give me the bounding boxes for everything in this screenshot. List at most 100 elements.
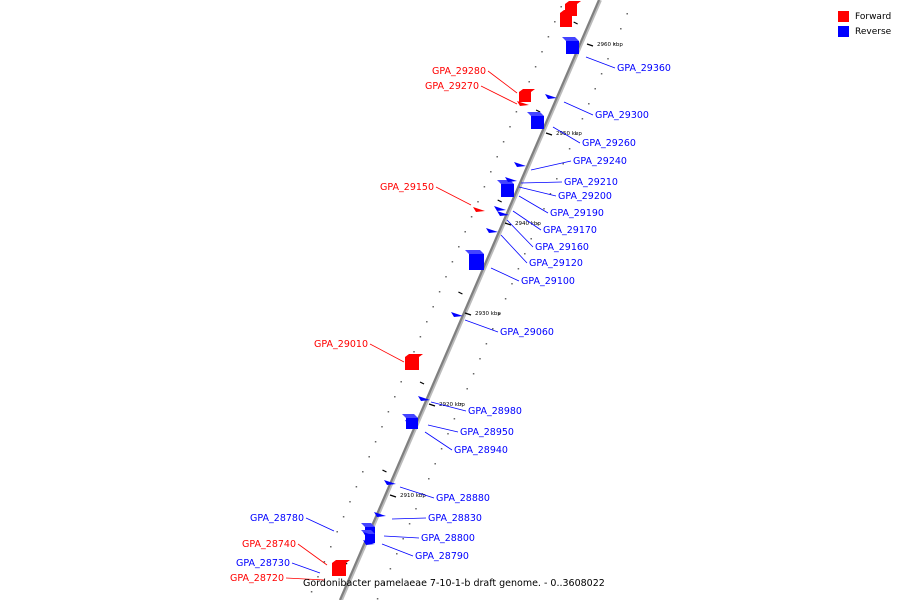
forward-feature <box>405 357 419 370</box>
track-dot <box>534 66 537 68</box>
scale-label: 2940 kbp <box>515 221 541 227</box>
track-dot <box>330 546 332 548</box>
track-dot <box>466 388 468 390</box>
track-dot <box>447 433 449 435</box>
track-dot <box>536 223 539 225</box>
track-dot <box>453 418 456 420</box>
track-dot <box>383 583 385 585</box>
genome-caption: Gordonibacter pamelaeae 7-10-1-b draft g… <box>303 578 605 589</box>
track-dot <box>528 81 530 83</box>
track-dot <box>394 396 396 398</box>
track-dash <box>497 199 502 203</box>
reverse-feature-top <box>361 523 375 527</box>
gene-leader-line <box>487 70 518 94</box>
track-dot <box>381 426 383 428</box>
reverse-feature-top <box>465 250 484 254</box>
track-dot <box>575 133 577 135</box>
track-dot <box>458 246 460 248</box>
track-dot <box>562 163 564 165</box>
gene-leader-line <box>435 186 472 206</box>
gene-label: GPA_29100 <box>521 276 575 287</box>
track-dot <box>524 253 526 255</box>
track-dot <box>479 358 481 360</box>
track-dot <box>342 516 345 518</box>
track-dot <box>496 156 498 158</box>
track-dot <box>432 306 434 308</box>
scale-label: 2960 kbp <box>597 42 623 48</box>
track-dot <box>530 238 532 240</box>
reverse-feature <box>514 162 526 167</box>
scale-tick <box>464 312 472 316</box>
track-dot <box>490 171 492 173</box>
track-dot <box>515 111 518 113</box>
track-dot <box>396 553 398 555</box>
track-dot <box>554 21 556 23</box>
strand-legend: Forward Reverse <box>838 9 891 39</box>
gene-label: GPA_29010 <box>314 339 368 350</box>
track-dot <box>613 43 616 45</box>
gene-label: GPA_29210 <box>564 177 618 188</box>
reverse-feature <box>384 480 396 485</box>
track-dot <box>368 456 370 458</box>
forward-feature-top <box>560 10 576 13</box>
track-dot <box>581 118 584 120</box>
legend-item-reverse: Reverse <box>838 24 891 39</box>
gene-leader-line <box>500 234 528 264</box>
gene-label: GPA_29060 <box>500 327 554 338</box>
reverse-feature <box>531 116 544 129</box>
track-dot <box>323 561 326 563</box>
gene-leader-line <box>291 562 321 574</box>
reverse-feature-top <box>527 112 544 116</box>
gene-leader-line <box>506 219 534 248</box>
reverse-feature <box>566 41 579 54</box>
gene-leader-line <box>520 181 563 184</box>
gene-leader-line <box>518 195 549 214</box>
track-dot <box>620 28 622 30</box>
track-dot <box>387 411 390 413</box>
reverse-feature <box>505 177 517 182</box>
reverse-feature <box>469 254 484 270</box>
track-dot <box>543 208 545 210</box>
track-dot <box>434 463 436 465</box>
reverse-feature <box>497 211 509 216</box>
forward-feature <box>332 563 346 576</box>
legend-item-forward: Forward <box>838 9 891 24</box>
track-dot <box>549 193 552 195</box>
reverse-feature <box>451 312 463 317</box>
gene-label: GPA_28800 <box>421 533 475 544</box>
track-dot <box>400 381 402 383</box>
scale-tick <box>428 403 436 407</box>
track-dot <box>310 591 313 593</box>
track-dash <box>419 381 425 385</box>
track-dash <box>458 291 463 295</box>
gene-leader-line <box>427 424 459 433</box>
track-dot <box>389 568 392 570</box>
gene-leader-line <box>391 517 427 520</box>
gene-label: GPA_29170 <box>543 225 597 236</box>
reverse-feature <box>365 534 375 543</box>
track-dot <box>492 328 494 330</box>
gene-label: GPA_29160 <box>535 242 589 253</box>
track-dot <box>470 216 473 218</box>
reverse-feature-top <box>562 37 579 41</box>
reverse-feature <box>545 94 557 99</box>
track-dash <box>573 21 578 25</box>
track-dot <box>440 448 443 450</box>
gene-leader-line <box>399 486 435 499</box>
track-dot <box>502 141 505 143</box>
track-dash <box>535 109 541 113</box>
track-dot <box>336 531 338 533</box>
forward-feature <box>519 92 531 102</box>
scale-label: 2950 kbp <box>556 131 582 137</box>
forward-feature-top <box>405 354 423 357</box>
gene-label: GPA_28790 <box>415 551 469 562</box>
forward-feature-top <box>519 89 535 92</box>
reverse-feature <box>494 206 506 211</box>
legend-label-forward: Forward <box>855 11 892 22</box>
gene-leader-line <box>512 210 542 231</box>
gene-label: GPA_29240 <box>573 156 627 167</box>
gene-leader-line <box>490 267 520 282</box>
track-dash <box>382 469 387 473</box>
gene-label: GPA_29360 <box>617 63 671 74</box>
scale-tick <box>504 222 512 226</box>
